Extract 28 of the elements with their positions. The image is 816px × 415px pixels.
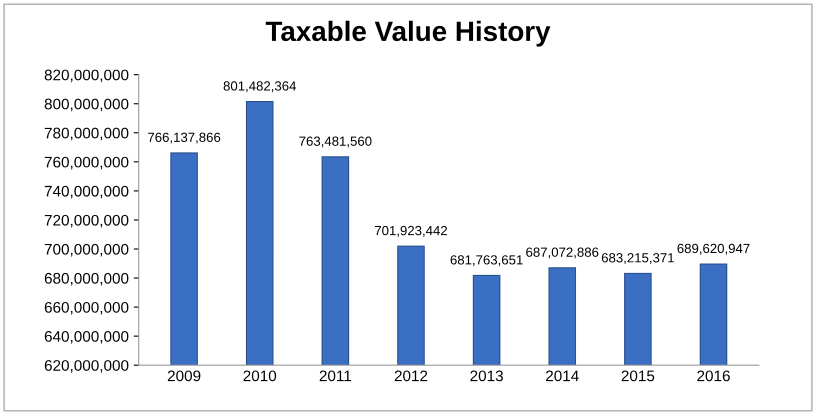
data-label: 683,215,371 (602, 253, 674, 264)
data-label: 687,072,886 (526, 247, 598, 258)
y-tick-label: 700,000,000 (44, 244, 128, 256)
x-tick-label: 2012 (394, 370, 428, 382)
y-tick-label: 620,000,000 (44, 360, 128, 373)
y-tick-label: 680,000,000 (44, 272, 128, 286)
x-tick-label: 2015 (622, 370, 654, 382)
y-tick-label: 820,000,000 (44, 70, 128, 82)
data-label: 681,763,651 (450, 255, 523, 266)
x-tick-label: 2016 (697, 370, 730, 382)
data-label: 766,137,866 (148, 132, 220, 144)
chart-title: Taxable Value History (266, 20, 550, 47)
y-tick-label: 640,000,000 (44, 331, 128, 344)
data-label: 701,923,442 (374, 226, 448, 237)
data-label: 763,481,560 (299, 136, 372, 148)
x-tick-label: 2010 (244, 370, 276, 382)
x-tick-label: 2009 (168, 370, 200, 382)
y-tick-label: 800,000,000 (44, 98, 128, 112)
data-label: 689,620,947 (677, 244, 750, 255)
data-label: 801,482,364 (224, 81, 296, 92)
y-tick-label: 780,000,000 (44, 128, 128, 140)
x-tick-label: 2011 (320, 370, 352, 382)
y-tick-label: 720,000,000 (44, 214, 128, 228)
y-tick-label: 660,000,000 (44, 302, 128, 315)
y-tick-label: 740,000,000 (44, 186, 128, 198)
x-tick-label: 2013 (470, 370, 503, 382)
x-tick-label: 2014 (546, 370, 579, 382)
y-tick-label: 760,000,000 (44, 156, 128, 170)
